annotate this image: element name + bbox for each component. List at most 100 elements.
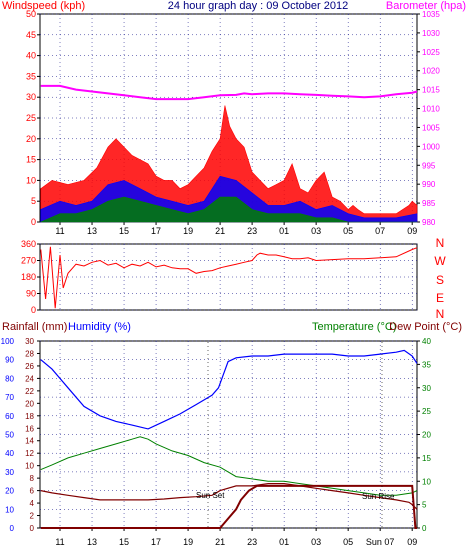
barometer-tick-label: 1020 [422, 67, 440, 76]
sunset-label: Sun Set [196, 491, 225, 500]
time-tick-label: 21 [215, 226, 225, 236]
compass-label: S [436, 273, 444, 287]
humidity-tick-label: 30 [5, 468, 14, 477]
temperature-tick-label: 0 [422, 524, 427, 533]
humidity-tick-label: 90 [5, 356, 14, 365]
time-tick-label: 19 [183, 226, 193, 236]
humidity-tick-label: 10 [5, 505, 14, 514]
time-tick-label: 15 [119, 537, 129, 547]
time-tick-label: 15 [119, 226, 129, 236]
time-tick-label: 05 [343, 537, 353, 547]
rainfall-tick-label: 12 [25, 449, 34, 458]
windspeed-tick-label: 15 [26, 155, 36, 165]
direction-tick-label: 360 [21, 239, 36, 249]
temperature-tick-label: 5 [422, 501, 427, 510]
direction-tick-label: 90 [26, 289, 36, 299]
humidity-tick-label: 20 [5, 487, 14, 496]
wind-low-area [40, 196, 417, 223]
temperature-tick-label: 30 [422, 384, 431, 393]
time-tick-label: 23 [247, 537, 257, 547]
time-tick-label: 11 [55, 226, 64, 236]
temperature-tick-label: 40 [422, 337, 431, 346]
temp-humidity-series [40, 349, 418, 529]
humidity-tick-labels: 0 10 20 30 40 50 60 70 80 90 100 [1, 337, 15, 533]
direction-series [40, 246, 418, 309]
time-tick-label: 11 [55, 537, 64, 547]
barometer-tick-label: 1005 [422, 123, 440, 132]
rainfall-tick-label: 22 [25, 387, 34, 396]
windspeed-tick-label: 40 [26, 51, 36, 61]
temp-panel-grid [40, 340, 417, 529]
temp-time-tick-labels: 11 13 15 17 19 21 23 01 03 05 Sun 07 09 [55, 528, 417, 547]
sunrise-label: Sun Rise [362, 492, 395, 501]
wind-time-tick-labels: 11 13 15 17 19 21 23 01 03 05 07 09 [55, 222, 417, 236]
windspeed-tick-labels: 0 5 10 15 20 25 30 35 40 45 50 [26, 9, 40, 227]
temperature-tick-label: 35 [422, 360, 431, 369]
compass-label: W [434, 254, 446, 268]
windspeed-tick-label: 45 [26, 30, 36, 40]
barometer-axis-title: Barometer (hpa) [386, 0, 466, 12]
direction-tick-labels: 0 90 180 270 360 [21, 239, 40, 315]
barometer-tick-label: 1025 [422, 48, 440, 57]
humidity-tick-label: 50 [5, 431, 14, 440]
rainfall-tick-label: 30 [25, 337, 34, 346]
windspeed-tick-label: 10 [26, 175, 36, 185]
rainfall-tick-label: 14 [25, 437, 34, 446]
barometer-tick-label: 980 [422, 218, 436, 227]
temperature-line [40, 436, 418, 496]
rainfall-tick-label: 6 [30, 487, 35, 496]
windspeed-tick-label: 50 [26, 9, 36, 19]
direction-tick-label: 0 [31, 305, 36, 315]
temperature-tick-label: 10 [422, 477, 431, 486]
compass-label: E [436, 291, 444, 305]
time-tick-label: 21 [215, 537, 225, 547]
temperature-tick-label: 25 [422, 407, 431, 416]
time-tick-label: 01 [279, 537, 289, 547]
windspeed-tick-label: 30 [26, 92, 36, 102]
barometer-tick-label: 1010 [422, 105, 440, 114]
humidity-tick-label: 60 [5, 412, 14, 421]
humidity-tick-label: 40 [5, 449, 14, 458]
humidity-tick-label: 80 [5, 374, 14, 383]
time-tick-label: 13 [87, 537, 97, 547]
rainfall-tick-label: 10 [25, 462, 34, 471]
barometer-tick-label: 985 [422, 199, 436, 208]
windspeed-tick-label: 0 [31, 217, 36, 227]
time-tick-label: Sun 07 [366, 537, 395, 547]
windspeed-axis-title: Windspeed (kph) [2, 0, 85, 12]
time-tick-label: 19 [183, 537, 193, 547]
time-tick-label: 05 [343, 226, 353, 236]
graph-title: 24 hour graph day : 09 October 2012 [168, 0, 348, 12]
humidity-tick-label: 70 [5, 393, 14, 402]
direction-tick-label: 270 [21, 256, 36, 266]
rainfall-tick-label: 0 [30, 524, 35, 533]
time-tick-label: 01 [279, 226, 289, 236]
rainfall-tick-label: 16 [25, 424, 34, 433]
time-tick-label: 07 [375, 226, 385, 236]
time-tick-label: 09 [407, 537, 417, 547]
time-tick-label: 13 [87, 226, 97, 236]
barometer-tick-label: 990 [422, 180, 436, 189]
time-tick-label: 17 [151, 226, 161, 236]
direction-line [40, 246, 418, 309]
rainfall-tick-label: 24 [25, 374, 34, 383]
barometer-tick-labels: 980 985 990 995 1000 1005 1010 1015 1020 1025 1030… [417, 10, 440, 227]
temperature-tick-label: 15 [422, 454, 431, 463]
direction-panel-grid [40, 243, 417, 311]
rainfall-tick-label: 20 [25, 399, 34, 408]
windspeed-tick-label: 25 [26, 113, 36, 123]
time-tick-label: 03 [311, 537, 321, 547]
rainfall-tick-label: 18 [25, 412, 34, 421]
barometer-tick-label: 1015 [422, 86, 440, 95]
humidity-tick-label: 0 [10, 524, 15, 533]
barometer-tick-label: 1035 [422, 10, 440, 19]
rainfall-tick-label: 28 [25, 349, 34, 358]
humidity-line [40, 349, 418, 430]
temperature-tick-labels: 0 5 10 15 20 25 30 35 40 [417, 337, 431, 533]
dewpoint-line [40, 483, 418, 510]
rainfall-tick-label: 4 [30, 499, 35, 508]
